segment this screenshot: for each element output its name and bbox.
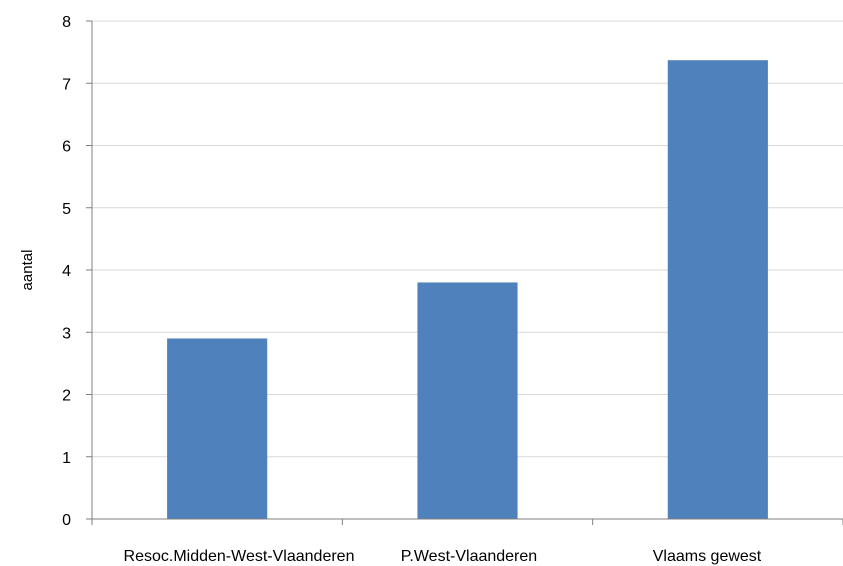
bar <box>167 338 268 519</box>
y-tick-label: 7 <box>62 76 71 93</box>
x-tick-label: Resoc.Midden-West-Vlaanderen <box>124 548 355 565</box>
y-tick-label: 2 <box>62 388 71 405</box>
y-tick-labels: 0 1 2 3 4 5 6 7 8 <box>62 14 92 529</box>
y-tick-label: 0 <box>62 512 71 529</box>
bars <box>167 60 768 519</box>
x-tick-label: Vlaams gewest <box>653 548 762 565</box>
bar <box>667 60 768 519</box>
y-tick-label: 4 <box>62 263 71 280</box>
y-axis-title: aantal <box>19 250 36 291</box>
x-tick-label: P.West-Vlaanderen <box>401 548 537 565</box>
y-tick-label: 3 <box>62 325 71 342</box>
y-tick-label: 1 <box>62 450 71 467</box>
bar <box>417 282 518 519</box>
y-tick-label: 8 <box>62 14 71 31</box>
x-tick-labels: Resoc.Midden-West-Vlaanderen P.West-Vlaan… <box>91 519 843 565</box>
y-tick-label: 6 <box>62 139 71 156</box>
y-tick-label: 5 <box>62 201 71 218</box>
